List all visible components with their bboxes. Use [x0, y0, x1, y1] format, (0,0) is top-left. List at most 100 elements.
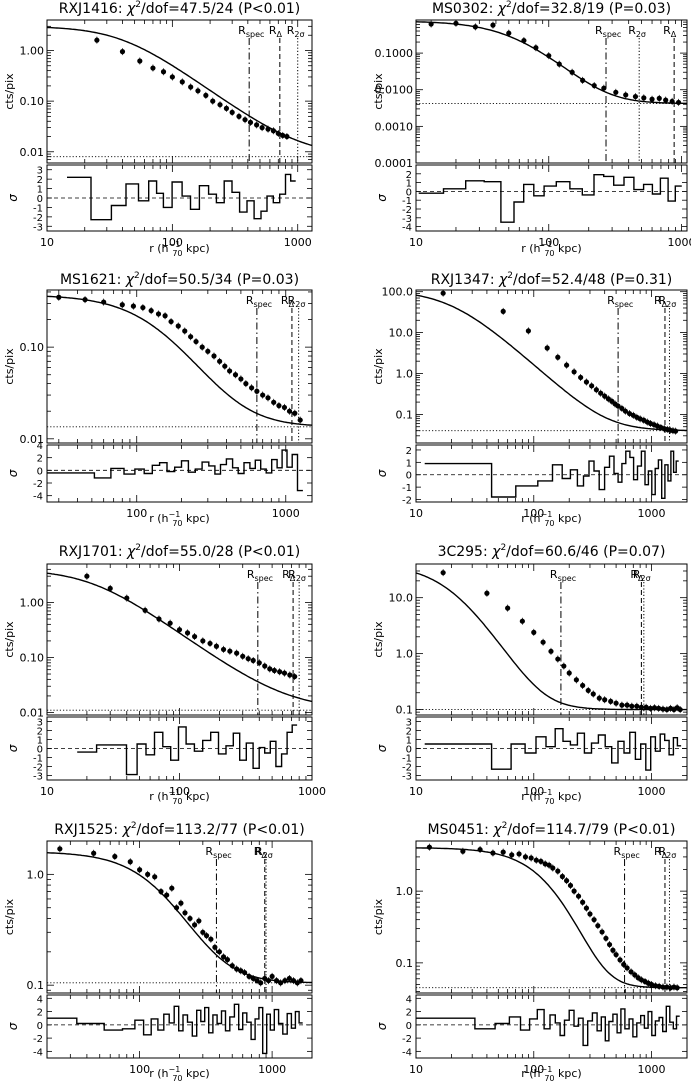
main-plot-content — [416, 843, 687, 992]
data-points — [426, 843, 680, 992]
data-point — [298, 977, 304, 984]
y-tick-label: 0.1 — [396, 957, 414, 970]
resid-tick-label: -3 — [33, 772, 43, 783]
data-point — [156, 616, 162, 622]
data-point — [556, 61, 562, 67]
data-point — [583, 379, 590, 385]
data-point — [598, 390, 604, 396]
data-point — [187, 915, 193, 922]
main-plot-frame — [415, 840, 688, 994]
beta-model-curve — [416, 572, 687, 711]
x-tick-label: 1000 — [638, 507, 666, 520]
data-point — [286, 408, 293, 414]
residual-content — [47, 724, 312, 776]
radius-marker-label: R2σ — [633, 568, 651, 583]
main-plot-content — [416, 20, 687, 106]
y-axis-label: cts/pix — [372, 898, 385, 935]
radius-marker-label: Rspec — [246, 294, 272, 309]
data-point — [613, 952, 619, 958]
data-point — [660, 706, 666, 712]
data-point — [188, 84, 194, 90]
data-point — [656, 705, 662, 711]
data-point — [101, 299, 107, 305]
y-tick-label: 1.0 — [396, 885, 414, 898]
resid-tick-label: 3 — [37, 718, 43, 729]
resid-tick-label: 0 — [37, 194, 43, 205]
main-plot-content — [416, 290, 687, 435]
data-point — [179, 79, 185, 85]
x-axis-label: r (h−1 70 kpc) — [521, 1065, 581, 1083]
y-tick-label: 0.1 — [27, 979, 45, 992]
data-point — [168, 318, 174, 325]
data-point — [142, 607, 148, 613]
data-point — [648, 981, 655, 988]
data-point — [500, 849, 506, 855]
residual-plot-frame — [46, 994, 313, 1059]
data-point — [619, 702, 625, 708]
panel-title: RXJ1347: χ2/dof=52.4/48 (P=0.31) — [431, 271, 673, 288]
data-point — [660, 984, 666, 990]
data-point — [601, 85, 607, 91]
residual-histogram — [47, 1003, 303, 1055]
data-point — [259, 125, 265, 131]
data-point — [175, 323, 181, 329]
data-point — [222, 363, 228, 369]
x-axis-label: r (h−1 70 kpc) — [149, 788, 209, 806]
data-point — [542, 861, 548, 867]
x-tick-label: 10 — [409, 236, 423, 249]
y-tick-label: 100.0 — [382, 286, 414, 299]
data-point — [152, 874, 158, 880]
data-point — [258, 980, 264, 986]
data-point — [602, 697, 608, 703]
data-point — [490, 22, 496, 28]
y-tick-label: 0.1 — [396, 408, 414, 421]
data-point — [583, 905, 590, 911]
x-tick-label: 10 — [409, 1063, 423, 1076]
y-tick-label: 0.01 — [20, 706, 45, 719]
data-point — [550, 865, 556, 871]
data-point — [167, 620, 173, 626]
data-point — [440, 290, 446, 296]
data-point — [271, 667, 277, 674]
data-point — [622, 408, 629, 414]
data-point — [130, 303, 137, 309]
y-ticks — [47, 563, 312, 716]
data-point — [94, 37, 100, 43]
y-tick-label: 0.0100 — [375, 84, 414, 97]
data-point — [273, 977, 280, 984]
data-point — [603, 935, 609, 941]
residual-axis-label: σ — [375, 469, 389, 477]
data-point — [477, 846, 483, 853]
x-tick-label: 100 — [126, 507, 147, 520]
x-ticks — [58, 290, 287, 502]
resid-tick-label: 0 — [406, 745, 412, 756]
x-tick-label: 1000 — [668, 236, 691, 249]
resid-tick-label: -4 — [402, 223, 412, 234]
data-points — [428, 20, 682, 106]
resid-tick-label: 3 — [406, 718, 412, 729]
data-point — [277, 669, 283, 675]
resid-tick-label: 0 — [37, 1021, 43, 1032]
chart-panel-3c295: 3C295: χ2/dof=60.6/46 (P=0.07) 0.1 1.0 10.0… — [372, 543, 688, 806]
data-point — [254, 122, 260, 128]
main-plot-frame — [46, 563, 313, 716]
x-axis-label: r (h−1 70 kpc) — [521, 788, 581, 806]
data-point — [210, 98, 216, 104]
radius-marker-label: R2σ — [628, 24, 646, 39]
data-point — [84, 573, 90, 579]
resid-tick-label: -2 — [33, 213, 43, 224]
beta-model-curve — [416, 294, 687, 432]
data-point — [262, 663, 268, 669]
y-ticks — [416, 563, 687, 716]
data-point — [238, 376, 244, 382]
main-plot-content — [47, 845, 312, 987]
main-plot-frame — [46, 19, 313, 164]
residual-axis-label: σ — [375, 744, 389, 752]
data-point — [548, 648, 554, 654]
data-point — [672, 428, 679, 434]
main-plot-content — [47, 572, 312, 711]
data-point — [641, 95, 647, 101]
resid-tick-label: -1 — [402, 754, 412, 765]
data-point — [227, 368, 233, 374]
data-points — [94, 36, 290, 141]
